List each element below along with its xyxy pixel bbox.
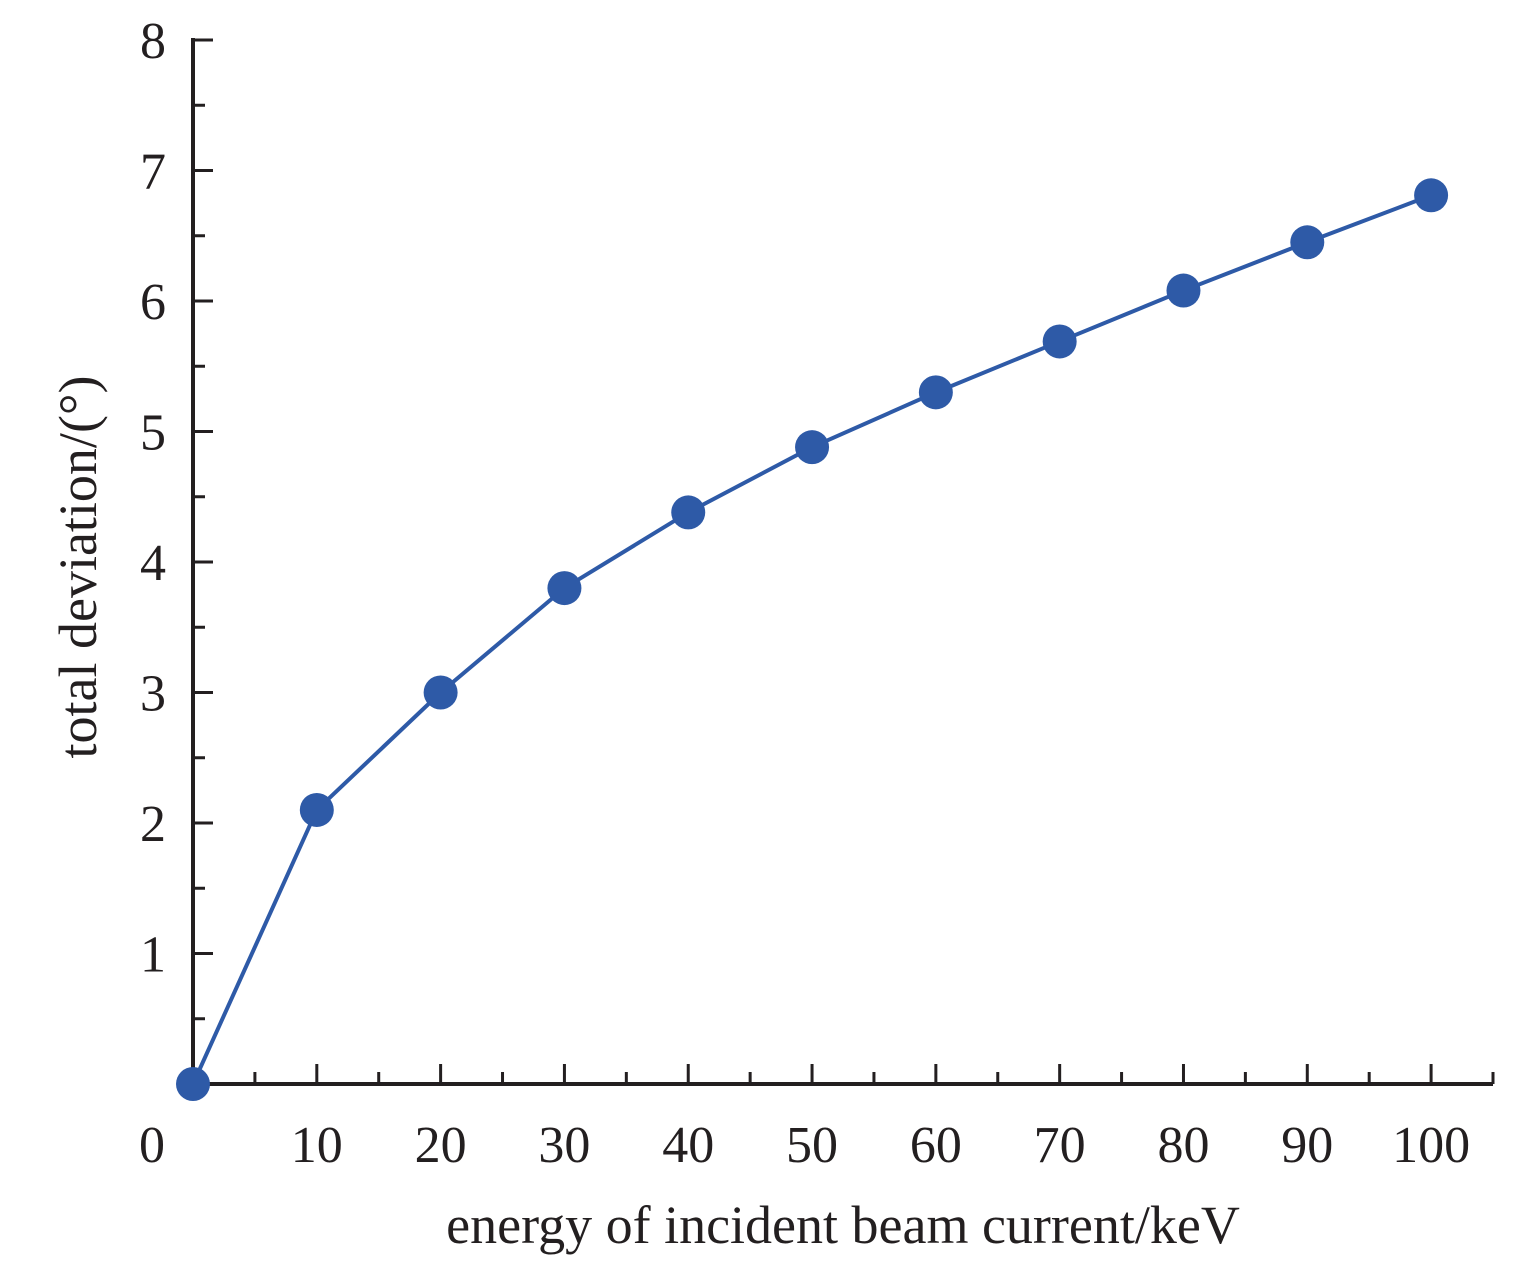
y-tick-label: 2 bbox=[140, 796, 166, 853]
data-point bbox=[547, 571, 582, 606]
x-axis-title: energy of incident beam current/keV bbox=[446, 1195, 1240, 1255]
y-tick-label: 6 bbox=[140, 274, 166, 331]
data-point bbox=[795, 430, 830, 465]
x-tick-label: 50 bbox=[786, 1117, 838, 1174]
series bbox=[176, 178, 1449, 1101]
x-tick-label: 40 bbox=[662, 1117, 714, 1174]
y-tick-label: 1 bbox=[140, 927, 166, 984]
y-tick-label: 8 bbox=[140, 13, 166, 70]
x-tick-label: 30 bbox=[538, 1117, 590, 1174]
data-point bbox=[1042, 324, 1077, 359]
x-tick-label: 70 bbox=[1034, 1117, 1086, 1174]
x-tick-label: 100 bbox=[1392, 1117, 1470, 1174]
axes bbox=[191, 38, 1493, 1086]
data-point bbox=[299, 792, 334, 827]
data-point bbox=[1290, 225, 1325, 260]
y-tick-label: 7 bbox=[140, 144, 166, 201]
x-tick-label: 20 bbox=[415, 1117, 467, 1174]
data-point bbox=[176, 1067, 210, 1101]
labels: 0 10 20 30 40 50 60 70 80 90 100 1 2 3 4 5 6 7 8 bbox=[139, 13, 1470, 1174]
y-tick-label: 5 bbox=[140, 405, 166, 462]
x-tick-label: 80 bbox=[1157, 1117, 1209, 1174]
data-point bbox=[1414, 178, 1449, 213]
series-line bbox=[191, 193, 1432, 1085]
x-tick-label: 60 bbox=[910, 1117, 962, 1174]
data-point bbox=[1166, 273, 1201, 308]
x-tick-label: 0 bbox=[139, 1117, 165, 1174]
x-tick-label: 90 bbox=[1281, 1117, 1333, 1174]
x-tick-label: 10 bbox=[291, 1117, 343, 1174]
y-tick-label: 4 bbox=[140, 535, 166, 592]
ticks bbox=[193, 38, 1495, 1084]
y-axis-title: total deviation/(°) bbox=[48, 376, 108, 759]
data-point bbox=[918, 375, 953, 410]
data-point bbox=[671, 495, 706, 530]
data-point bbox=[423, 675, 458, 710]
y-tick-label: 3 bbox=[140, 666, 166, 723]
